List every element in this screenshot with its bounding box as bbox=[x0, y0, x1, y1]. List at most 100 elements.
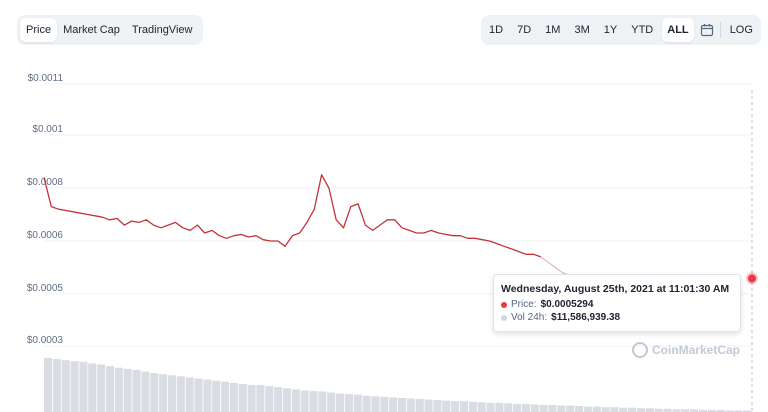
volume-bar bbox=[203, 379, 212, 412]
volume-bar bbox=[274, 387, 283, 412]
tab-tradingview[interactable]: TradingView bbox=[131, 24, 193, 36]
volume-bar bbox=[194, 378, 203, 412]
volume-bar bbox=[221, 381, 230, 412]
volume-bar bbox=[212, 380, 221, 412]
volume-bar bbox=[583, 406, 592, 412]
volume-bar bbox=[415, 399, 424, 412]
volume-bar bbox=[645, 408, 654, 412]
volume-bar bbox=[70, 361, 79, 412]
volume-bar bbox=[353, 394, 362, 412]
volume-bar bbox=[105, 366, 114, 412]
volume-bar bbox=[566, 405, 575, 412]
volume-bar bbox=[716, 409, 725, 412]
volume-bar bbox=[282, 388, 291, 412]
volume-bar bbox=[389, 397, 398, 412]
price-line bbox=[43, 174, 542, 258]
y-tick-label: $0.001 bbox=[32, 124, 63, 135]
volume-bar bbox=[442, 400, 451, 412]
volume-bar bbox=[424, 399, 433, 412]
tab-price[interactable]: Price bbox=[20, 18, 58, 42]
watermark-text: CoinMarketCap bbox=[652, 343, 741, 357]
volume-bar bbox=[97, 364, 106, 412]
tooltip-volume-value: $11,586,939.38 bbox=[551, 312, 621, 323]
range-1d[interactable]: 1D bbox=[489, 24, 504, 36]
volume-bar bbox=[238, 383, 247, 412]
volume-bar bbox=[327, 392, 336, 412]
volume-bar bbox=[362, 395, 371, 412]
chart-tooltip: Wednesday, August 25th, 2021 at 11:01:30… bbox=[493, 274, 741, 332]
tooltip-date: Wednesday, August 25th, 2021 at 11:01:30… bbox=[501, 283, 730, 295]
volume-bar bbox=[52, 359, 61, 412]
hover-marker bbox=[748, 274, 756, 283]
volume-bar bbox=[530, 404, 539, 412]
range-divider bbox=[719, 22, 721, 38]
y-tick-label: $0.0005 bbox=[27, 283, 64, 294]
volume-bar bbox=[504, 403, 513, 412]
volume-bar bbox=[663, 408, 672, 412]
volume-bar bbox=[477, 402, 486, 412]
volume-bar bbox=[300, 390, 309, 412]
volume-bar bbox=[681, 409, 690, 412]
log-toggle[interactable]: LOG bbox=[729, 24, 753, 36]
volume-bar bbox=[707, 409, 716, 412]
volume-bar bbox=[79, 361, 88, 412]
volume-bar bbox=[61, 360, 70, 412]
volume-bar bbox=[291, 389, 300, 412]
volume-bar bbox=[734, 410, 743, 412]
tab-market-cap[interactable]: Market Cap bbox=[63, 24, 120, 36]
volume-dot-icon bbox=[501, 314, 507, 321]
volume-bar bbox=[132, 369, 141, 412]
volume-bar bbox=[123, 368, 132, 412]
volume-bar bbox=[592, 406, 601, 412]
volume-bar bbox=[619, 407, 628, 412]
volume-bar bbox=[575, 406, 584, 412]
calendar-icon[interactable] bbox=[698, 18, 716, 42]
volume-bar bbox=[672, 409, 681, 412]
volume-bar bbox=[610, 407, 619, 412]
volume-bar bbox=[318, 391, 327, 412]
volume-bar bbox=[150, 373, 159, 412]
watermark: CoinMarketCap bbox=[632, 342, 740, 358]
volume-bar bbox=[159, 374, 168, 412]
volume-bar bbox=[690, 409, 699, 412]
range-3m[interactable]: 3M bbox=[574, 24, 590, 36]
volume-bar bbox=[486, 402, 495, 412]
volume-bar bbox=[344, 394, 353, 412]
volume-bar bbox=[557, 405, 566, 412]
volume-bar bbox=[336, 393, 345, 412]
y-tick-label: $0.0006 bbox=[27, 230, 64, 241]
volume-bar bbox=[265, 386, 274, 412]
y-tick-label: $0.0011 bbox=[28, 73, 64, 84]
volume-bar bbox=[88, 363, 97, 412]
volume-bar bbox=[406, 398, 415, 412]
volume-bar bbox=[513, 403, 522, 412]
range-selector: 1D 7D 1M 3M 1Y YTD ALL LOG bbox=[481, 15, 761, 45]
range-7d[interactable]: 7D bbox=[517, 24, 532, 36]
volume-bar bbox=[309, 390, 318, 412]
range-ytd[interactable]: YTD bbox=[631, 24, 654, 36]
range-1y[interactable]: 1Y bbox=[603, 24, 618, 36]
volume-bar bbox=[371, 396, 380, 412]
volume-bar bbox=[44, 358, 53, 412]
volume-bar bbox=[548, 404, 557, 412]
volume-bar bbox=[114, 367, 123, 412]
volume-bar bbox=[176, 376, 185, 412]
volume-bar bbox=[451, 401, 460, 412]
tooltip-price-label: Price: bbox=[511, 299, 537, 310]
volume-bar bbox=[601, 407, 610, 412]
volume-bar bbox=[398, 397, 407, 412]
range-1m[interactable]: 1M bbox=[545, 24, 561, 36]
volume-bar bbox=[521, 403, 530, 412]
tooltip-volume-row: Vol 24h: $11,586,939.38 bbox=[501, 311, 733, 324]
volume-bar bbox=[654, 408, 663, 412]
volume-bar bbox=[743, 410, 752, 412]
volume-bar bbox=[141, 371, 150, 412]
volume-bar bbox=[185, 377, 194, 412]
range-all[interactable]: ALL bbox=[662, 18, 694, 42]
volume-bar bbox=[628, 407, 637, 412]
tooltip-price-value: $0.0005294 bbox=[540, 299, 594, 310]
volume-bar bbox=[698, 409, 707, 412]
volume-bar bbox=[256, 385, 265, 412]
volume-bar bbox=[167, 375, 176, 412]
